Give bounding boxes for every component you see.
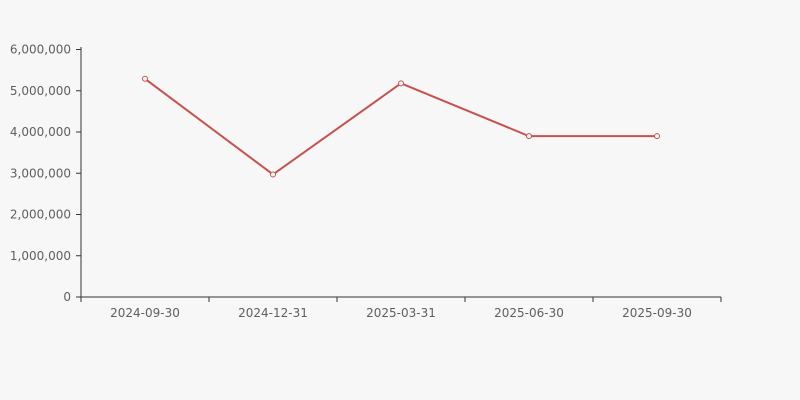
y-axis-tick-label: 6,000,000	[10, 43, 71, 57]
series-line	[144, 77, 658, 176]
y-axis-tick-label: 1,000,000	[10, 249, 71, 263]
data-point-marker[interactable]	[398, 80, 404, 87]
x-axis-tick-label: 2024-09-30	[110, 306, 180, 320]
y-axis-tick-label: 5,000,000	[10, 84, 71, 98]
x-axis-tick-label: 2024-12-31	[238, 306, 308, 320]
y-axis-tick-label: 0	[63, 290, 71, 304]
data-point-marker[interactable]	[526, 133, 532, 140]
x-axis-tick-label: 2025-03-31	[366, 306, 436, 320]
data-point-marker[interactable]	[142, 75, 148, 82]
y-axis-tick-label: 4,000,000	[10, 125, 71, 139]
y-axis-tick-label: 3,000,000	[10, 166, 71, 180]
data-point-marker[interactable]	[654, 133, 660, 140]
data-point-marker[interactable]	[270, 171, 276, 178]
x-axis-tick-label: 2025-06-30	[494, 306, 564, 320]
x-axis-tick-label: 2025-09-30	[622, 306, 692, 320]
y-axis-tick-label: 2,000,000	[10, 208, 71, 222]
